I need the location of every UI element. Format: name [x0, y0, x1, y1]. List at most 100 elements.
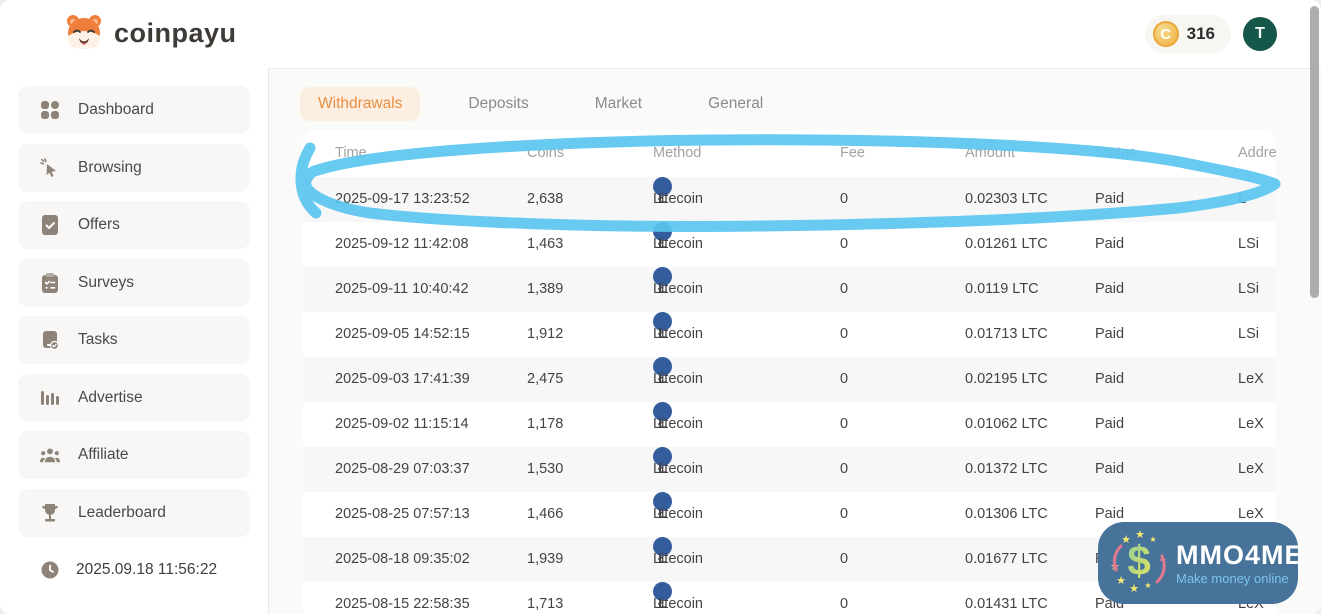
tab-general[interactable]: General [708, 95, 764, 112]
column-header-address: Address [1238, 145, 1276, 161]
cell-time: 2025-09-02 11:15:14 [335, 416, 469, 432]
cell-time: 2025-08-18 09:35:02 [335, 551, 470, 567]
sidebar-item-affiliate[interactable]: Affiliate [18, 431, 250, 479]
cell-coins: 1,713 [527, 596, 564, 612]
column-header-fee: Fee [840, 145, 865, 161]
sidebar-item-tasks[interactable]: Tasks [18, 316, 250, 364]
cell-coins: 1,178 [527, 416, 564, 432]
cell-address: LeX [1238, 506, 1264, 522]
table-row[interactable]: 2025-09-03 17:41:39 2,475 Ł Litecoin 0 0.… [303, 357, 1276, 402]
cell-coins: 1,466 [527, 506, 564, 522]
cell-time: 2025-09-17 13:23:52 [335, 191, 470, 207]
cell-address: LSi [1238, 326, 1259, 342]
cell-status: Paid [1095, 281, 1125, 297]
tab-market[interactable]: Market [594, 95, 643, 112]
sidebar-item-leaderboard[interactable]: Leaderboard [18, 489, 250, 537]
tab-deposits[interactable]: Deposits [468, 95, 529, 112]
column-header-method: Method [653, 145, 702, 161]
table-row[interactable]: 2025-09-05 14:52:15 1,912 Ł Litecoin 0 0.… [303, 312, 1276, 357]
cell-time: 2025-08-25 07:57:13 [335, 506, 470, 522]
table-row[interactable]: 2025-08-29 07:03:37 1,530 Ł Litecoin 0 0.… [303, 447, 1276, 492]
column-header-coins: Coins [527, 145, 565, 161]
svg-text:★: ★ [1121, 533, 1131, 546]
method-label: Litecoin [653, 416, 703, 432]
table-row[interactable]: 2025-09-02 11:15:14 1,178 Ł Litecoin 0 0.… [303, 402, 1276, 447]
sidebar-clock: 2025.09.18 11:56:22 [40, 560, 217, 580]
sidebar-label: Offers [78, 216, 120, 233]
cell-status: Paid [1095, 191, 1125, 207]
cell-fee: 0 [840, 371, 849, 387]
tab-withdrawals[interactable]: Withdrawals [300, 87, 421, 121]
dollar-glyph: $ [1127, 537, 1150, 584]
cell-address: L [1238, 191, 1247, 207]
cell-coins: 1,912 [527, 326, 564, 342]
dollar-stars-emblem-icon: ★★★ ★★★★ $ [1104, 526, 1174, 601]
coinpayu-logo[interactable]: coinpayu [64, 12, 237, 55]
svg-text:★: ★ [1144, 581, 1151, 590]
table-header-row: Time Coins Method Fee Amount Status Addr… [303, 130, 1276, 177]
clock-icon [40, 560, 60, 580]
coin-balance-pill[interactable]: C 316 [1144, 15, 1231, 53]
cell-time: 2025-09-12 11:42:08 [335, 236, 469, 252]
table-row[interactable]: 2025-09-12 11:42:08 1,463 Ł Litecoin 0 0.… [303, 222, 1276, 267]
sidebar-item-advertise[interactable]: Advertise [18, 374, 250, 422]
sidebar-label: Advertise [78, 389, 143, 406]
cell-fee: 0 [840, 326, 849, 342]
svg-text:★: ★ [1116, 574, 1126, 587]
cell-amount: 0.01431 LTC [965, 596, 1048, 612]
watermark-title: MMO4ME [1176, 539, 1304, 570]
sidebar-item-surveys[interactable]: Surveys [18, 259, 250, 307]
sidebar-item-browsing[interactable]: Browsing [18, 144, 250, 192]
cell-coins: 1,389 [527, 281, 564, 297]
cell-fee: 0 [840, 191, 849, 207]
table-row[interactable]: 2025-09-11 10:40:42 1,389 Ł Litecoin 0 0.… [303, 267, 1276, 312]
sidebar-label: Browsing [78, 159, 142, 176]
history-tabs: Withdrawals Deposits Market General [300, 87, 781, 121]
cell-amount: 0.01306 LTC [965, 506, 1048, 522]
cell-status: Paid [1095, 371, 1125, 387]
mascot-icon [64, 12, 104, 55]
column-header-time: Time [335, 145, 367, 161]
cursor-click-icon [40, 158, 60, 178]
table-row[interactable]: 2025-08-15 22:58:35 1,713 Ł Litecoin 0 0.… [303, 582, 1276, 614]
cell-amount: 0.01062 LTC [965, 416, 1048, 432]
cell-time: 2025-09-03 17:41:39 [335, 371, 470, 387]
cell-amount: 0.02303 LTC [965, 191, 1048, 207]
sidebar-label: Dashboard [78, 101, 154, 118]
cell-coins: 1,463 [527, 236, 564, 252]
table-row[interactable]: 2025-09-17 13:23:52 2,638 Ł Litecoin 0 0.… [303, 177, 1276, 222]
svg-text:★: ★ [1149, 535, 1156, 544]
cell-time: 2025-08-15 22:58:35 [335, 596, 470, 612]
cell-fee: 0 [840, 281, 849, 297]
sidebar-item-offers[interactable]: Offers [18, 201, 250, 249]
method-label: Litecoin [653, 596, 703, 612]
cell-address: LSi [1238, 236, 1259, 252]
user-avatar[interactable]: T [1243, 17, 1277, 51]
method-label: Litecoin [653, 551, 703, 567]
cell-coins: 1,939 [527, 551, 564, 567]
column-header-status: Status [1095, 145, 1137, 161]
cell-amount: 0.0119 LTC [965, 281, 1039, 297]
svg-text:★: ★ [1129, 582, 1139, 595]
cell-coins: 1,530 [527, 461, 564, 477]
table-row[interactable]: 2025-08-25 07:57:13 1,466 Ł Litecoin 0 0.… [303, 492, 1276, 537]
cell-status: Paid [1095, 461, 1125, 477]
cell-amount: 0.01713 LTC [965, 326, 1048, 342]
dashboard-icon [40, 100, 60, 120]
sidebar-label: Affiliate [78, 446, 129, 463]
sidebar-nav: Dashboard Browsing Offers [0, 68, 269, 614]
method-label: Litecoin [653, 326, 703, 342]
sidebar-item-dashboard[interactable]: Dashboard [18, 86, 250, 134]
cell-time: 2025-08-29 07:03:37 [335, 461, 470, 477]
document-check-icon [40, 215, 60, 235]
cell-fee: 0 [840, 416, 849, 432]
cell-amount: 0.01372 LTC [965, 461, 1048, 477]
cell-fee: 0 [840, 506, 849, 522]
method-label: Litecoin [653, 461, 703, 477]
svg-text:★: ★ [1135, 528, 1145, 541]
column-header-amount: Amount [965, 145, 1015, 161]
cell-address: LSi [1238, 281, 1259, 297]
page-scrollbar-thumb[interactable] [1310, 6, 1319, 298]
bar-chart-icon [40, 388, 60, 408]
trophy-icon [40, 503, 60, 523]
